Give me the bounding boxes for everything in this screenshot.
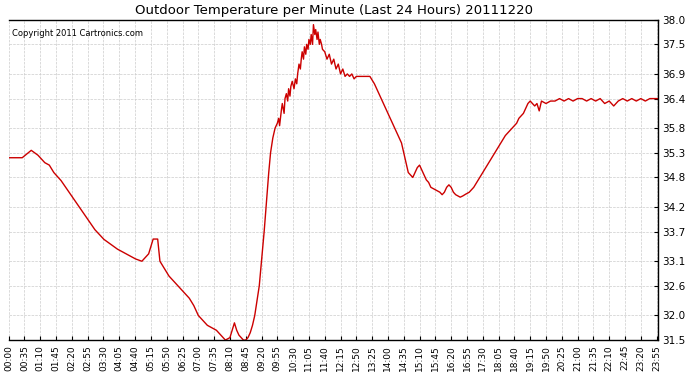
Text: Copyright 2011 Cartronics.com: Copyright 2011 Cartronics.com [12,29,143,38]
Title: Outdoor Temperature per Minute (Last 24 Hours) 20111220: Outdoor Temperature per Minute (Last 24 … [135,4,533,17]
